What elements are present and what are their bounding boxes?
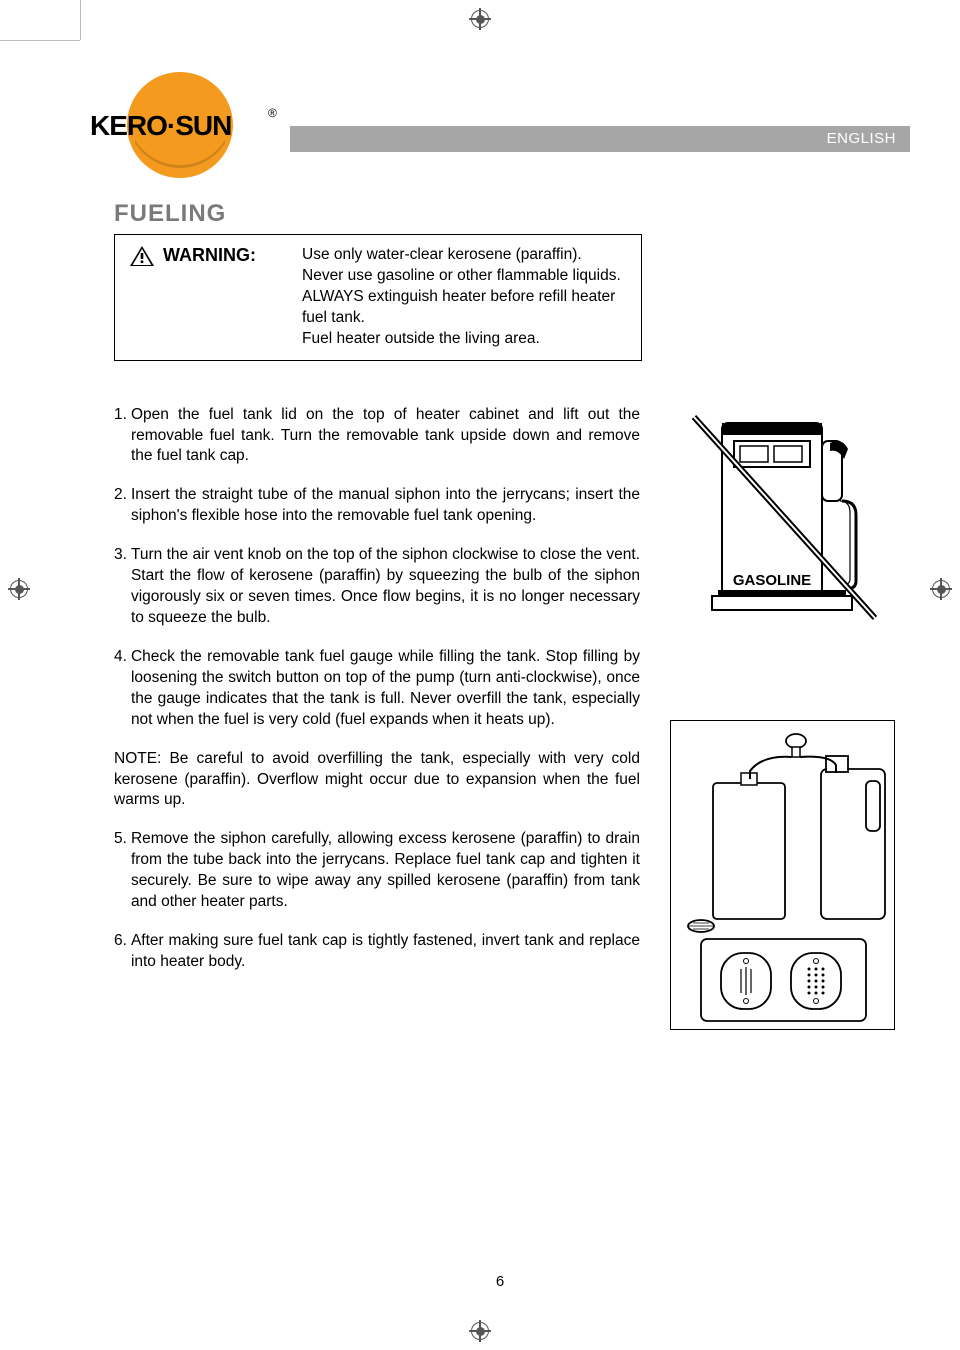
warning-text: Use only water-clear kerosene (paraffin)… bbox=[302, 245, 629, 350]
step-text: Turn the air vent knob on the top of the… bbox=[131, 545, 640, 629]
warning-box: WARNING: Use only water-clear kerosene (… bbox=[114, 234, 642, 361]
instructions-column: 1.Open the fuel tank lid on the top of h… bbox=[90, 405, 640, 1030]
figures-column: GASOLINE bbox=[640, 405, 910, 1030]
warning-label: WARNING: bbox=[163, 245, 256, 266]
step-number: 1. bbox=[114, 405, 127, 468]
warning-triangle-icon bbox=[129, 245, 155, 267]
brand-name: KERO·SUN bbox=[90, 110, 231, 142]
two-column-area: 1.Open the fuel tank lid on the top of h… bbox=[90, 405, 910, 1030]
warning-line: Fuel heater outside the living area. bbox=[302, 330, 540, 347]
step-text: Insert the straight tube of the manual s… bbox=[131, 485, 640, 527]
step-text: Remove the siphon carefully, allowing ex… bbox=[131, 829, 640, 913]
warning-line: ALWAYS extinguish heater before refill h… bbox=[302, 288, 615, 326]
note-text: NOTE: Be careful to avoid overfilling th… bbox=[114, 749, 640, 812]
gasoline-label: GASOLINE bbox=[733, 572, 811, 589]
registered-symbol: ® bbox=[268, 106, 277, 120]
warning-line: Use only water-clear kerosene (paraffin)… bbox=[302, 246, 582, 263]
trim-mark bbox=[0, 40, 80, 41]
language-header: ENGLISH bbox=[290, 126, 910, 152]
main-content: FUELING WARNING: Use only water-clear ke… bbox=[90, 200, 910, 1030]
page-number: 6 bbox=[90, 1273, 910, 1290]
siphon-refill-figure bbox=[670, 720, 895, 1030]
step-text: After making sure fuel tank cap is tight… bbox=[131, 931, 640, 973]
instruction-step: 5.Remove the siphon carefully, allowing … bbox=[114, 829, 640, 913]
step-number: 6. bbox=[114, 931, 127, 973]
instruction-step: 4.Check the removable tank fuel gauge wh… bbox=[114, 647, 640, 731]
step-number: 5. bbox=[114, 829, 127, 913]
section-title: FUELING bbox=[114, 200, 910, 228]
instruction-step: 6.After making sure fuel tank cap is tig… bbox=[114, 931, 640, 973]
page-content: KERO·SUN ® ENGLISH FUELING WARNING: Use … bbox=[90, 70, 910, 1290]
warning-line: Never use gasoline or other flammable li… bbox=[302, 267, 621, 284]
trim-mark bbox=[80, 0, 81, 40]
no-gasoline-figure: GASOLINE bbox=[682, 405, 887, 630]
registration-mark-icon bbox=[471, 1322, 489, 1340]
instruction-step: 3.Turn the air vent knob on the top of t… bbox=[114, 545, 640, 629]
registration-mark-icon bbox=[471, 10, 489, 28]
instruction-step: 2.Insert the straight tube of the manual… bbox=[114, 485, 640, 527]
registration-mark-icon bbox=[10, 580, 28, 598]
step-text: Open the fuel tank lid on the top of hea… bbox=[131, 405, 640, 468]
step-number: 2. bbox=[114, 485, 127, 527]
registration-mark-icon bbox=[932, 580, 950, 598]
step-number: 3. bbox=[114, 545, 127, 629]
instruction-step: 1.Open the fuel tank lid on the top of h… bbox=[114, 405, 640, 468]
step-text: Check the removable tank fuel gauge whil… bbox=[131, 647, 640, 731]
logo-area: KERO·SUN ® ENGLISH bbox=[90, 70, 910, 170]
step-number: 4. bbox=[114, 647, 127, 731]
